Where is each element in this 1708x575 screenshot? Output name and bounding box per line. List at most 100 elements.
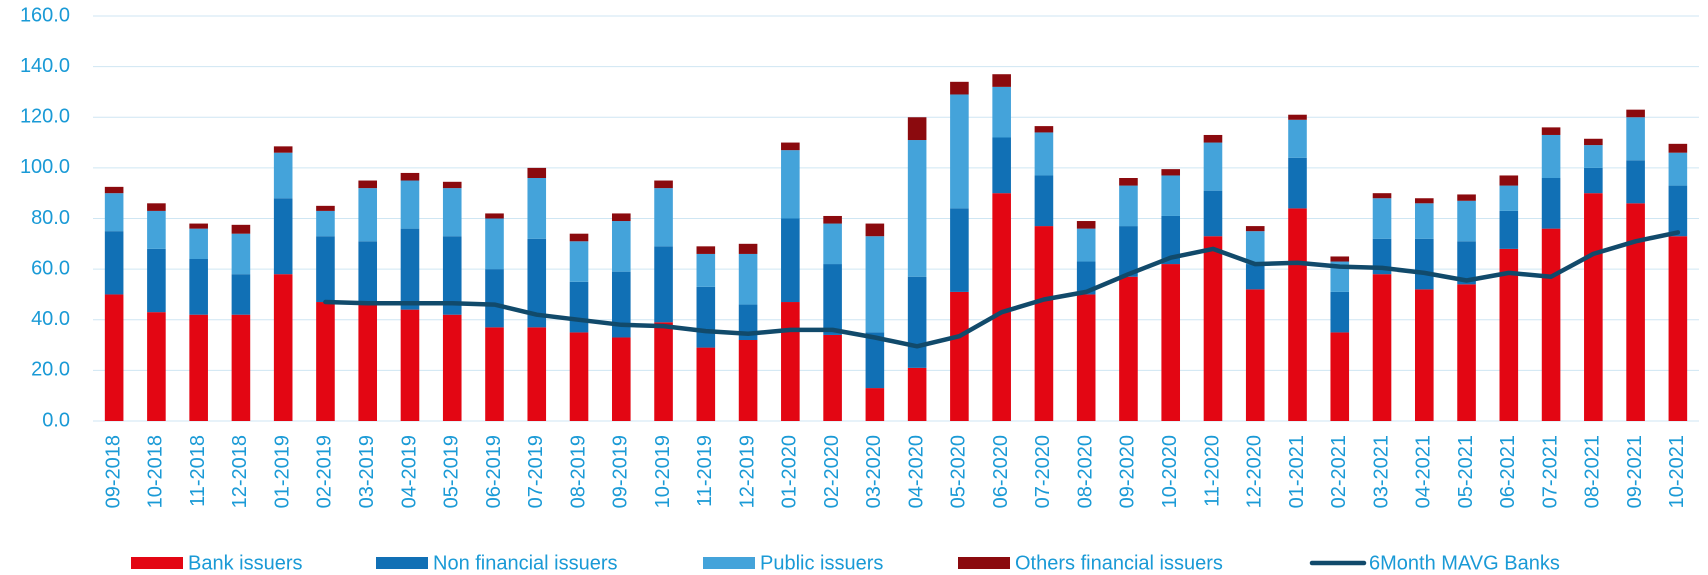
bar-segment xyxy=(527,327,547,421)
bar-segment xyxy=(358,180,378,189)
y-tick-label: 100.0 xyxy=(20,156,70,178)
bar-segment xyxy=(654,246,673,323)
bar-segment xyxy=(569,332,589,421)
bar-segment xyxy=(358,304,378,421)
bar-segment xyxy=(1457,194,1476,201)
bar-segment xyxy=(569,233,589,242)
bar-segment xyxy=(1414,289,1434,421)
bar-segment xyxy=(907,367,927,421)
bar-segment xyxy=(1499,175,1519,186)
bar-segment xyxy=(696,246,716,254)
bar-segment xyxy=(442,188,462,237)
bar-segment xyxy=(1161,264,1181,421)
y-tick-label: 160.0 xyxy=(20,4,70,26)
bar-segment xyxy=(1034,226,1054,421)
bar-segment xyxy=(1414,203,1434,239)
bar-segment xyxy=(781,142,800,151)
bar-segment xyxy=(1499,210,1519,249)
bar-segment xyxy=(992,74,1011,87)
bar-segment xyxy=(273,146,293,153)
bar-segment xyxy=(696,347,716,421)
y-tick-label: 20.0 xyxy=(31,359,70,381)
bar-segment xyxy=(273,198,293,275)
bar-segment xyxy=(950,81,969,95)
bar-segment xyxy=(1245,264,1265,290)
bar-segment xyxy=(1203,134,1223,143)
bar-segment xyxy=(231,224,251,234)
bar-segment xyxy=(316,205,335,211)
x-tick-label: 07-2021 xyxy=(1539,435,1561,508)
bar-segment xyxy=(1372,274,1392,421)
bar-segment xyxy=(781,302,800,421)
bar-segment xyxy=(316,210,335,237)
bar-segment xyxy=(1584,167,1603,194)
bar-segment xyxy=(189,228,208,259)
legend-label: Non financial issuers xyxy=(433,552,618,574)
x-tick-label: 11-2018 xyxy=(187,435,209,507)
bar-segment xyxy=(1414,238,1434,290)
x-tick-label: 10-2019 xyxy=(652,435,674,508)
y-tick-label: 140.0 xyxy=(20,55,70,77)
bar-segment xyxy=(358,241,378,305)
x-tick-label: 10-2018 xyxy=(145,435,167,508)
bar-segment xyxy=(1245,231,1265,265)
bar-segment xyxy=(654,322,673,421)
x-tick-label: 07-2020 xyxy=(1032,435,1054,508)
bar-segment xyxy=(400,172,420,181)
y-tick-label: 0.0 xyxy=(42,409,70,431)
bar-segment xyxy=(1330,256,1350,262)
x-tick-label: 05-2021 xyxy=(1455,435,1477,508)
x-tick-label: 10-2020 xyxy=(1159,435,1181,508)
bar-segment xyxy=(992,86,1011,138)
bar-segment xyxy=(104,294,124,421)
bar-segment xyxy=(273,152,293,199)
bar-segment xyxy=(1541,178,1561,229)
bar-segment xyxy=(823,334,842,421)
x-tick-label: 11-2019 xyxy=(694,435,716,507)
bar-segment xyxy=(104,231,124,295)
bar-segment xyxy=(1161,169,1181,176)
bar-segment xyxy=(104,186,124,194)
x-tick-label: 04-2021 xyxy=(1413,435,1435,508)
x-tick-label: 09-2018 xyxy=(102,435,124,508)
bar-segment xyxy=(738,243,758,254)
bar-segment xyxy=(1034,175,1054,227)
bar-segment xyxy=(1245,226,1265,232)
legend-label: Public issuers xyxy=(760,552,883,574)
legend-swatch xyxy=(376,557,428,569)
bar-segment xyxy=(1119,226,1138,277)
y-tick-label: 40.0 xyxy=(31,308,70,330)
bar-segment xyxy=(1119,276,1138,421)
x-tick-label: 01-2019 xyxy=(271,435,293,508)
bar-segment xyxy=(273,274,293,421)
x-tick-label: 06-2019 xyxy=(483,435,505,508)
bar-segment xyxy=(865,332,885,389)
bar-segment xyxy=(316,302,335,421)
bar-segment xyxy=(907,140,927,277)
bar-segment xyxy=(485,218,504,270)
bar-segment xyxy=(1288,208,1307,421)
bar-segment xyxy=(189,314,208,421)
bar-segment xyxy=(1626,117,1645,161)
bar-segment xyxy=(1668,143,1688,153)
bar-segment xyxy=(569,241,589,282)
bar-segment xyxy=(358,188,378,242)
bar-segment xyxy=(1288,114,1307,120)
bar-segment xyxy=(527,238,547,328)
x-tick-label: 02-2019 xyxy=(314,435,336,508)
bar-segment xyxy=(1034,126,1054,133)
bar-segment xyxy=(1668,152,1688,186)
x-tick-label: 09-2020 xyxy=(1117,435,1139,508)
bar-segment xyxy=(781,218,800,303)
line-series xyxy=(323,230,1681,349)
bar-segment xyxy=(823,215,842,224)
bar-segment xyxy=(950,94,969,209)
bar-segment xyxy=(231,314,251,421)
bar-segment xyxy=(1203,190,1223,237)
bar-segment xyxy=(569,281,589,333)
bar-segment xyxy=(781,150,800,219)
legend-swatch xyxy=(703,557,755,569)
x-tick-label: 12-2020 xyxy=(1244,435,1266,508)
bar-segment xyxy=(1626,203,1645,421)
bar-segment xyxy=(147,312,166,421)
